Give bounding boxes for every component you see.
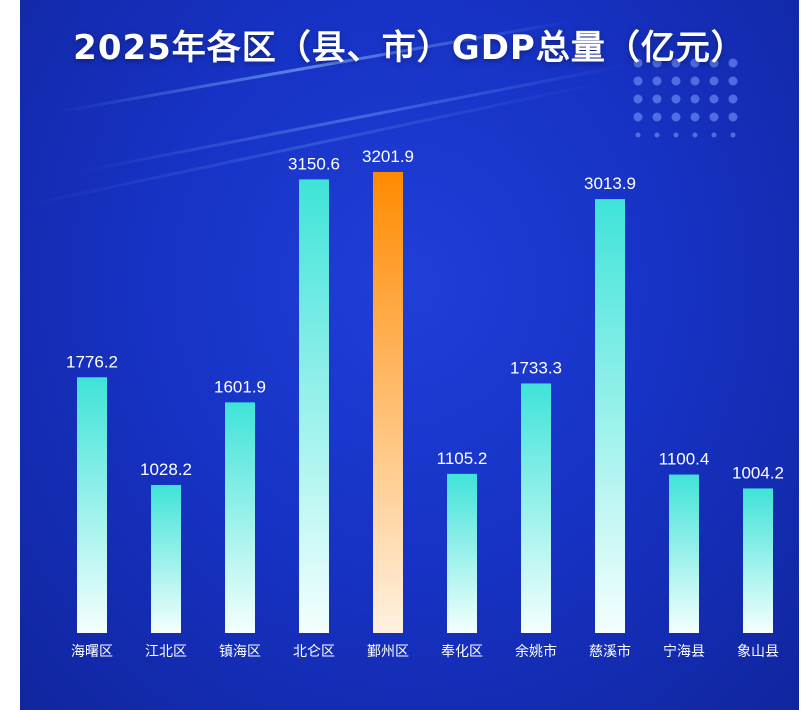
x-tick-label: 海曙区 xyxy=(71,644,113,660)
x-tick-label: 镇海区 xyxy=(219,644,261,660)
decor-dot xyxy=(654,132,660,138)
x-tick-label: 余姚市 xyxy=(515,643,557,660)
decor-dot xyxy=(692,132,698,138)
bar xyxy=(669,474,699,633)
bar-value-label: 1601.9 xyxy=(214,377,266,396)
decor-dot xyxy=(709,58,719,68)
decor-dot xyxy=(690,76,700,86)
bar xyxy=(151,484,181,633)
bar xyxy=(521,383,551,633)
decor-dot xyxy=(633,112,643,122)
bar xyxy=(743,488,773,633)
decor-dot xyxy=(633,94,643,104)
bar-value-label: 1733.3 xyxy=(510,358,562,377)
decor-dot xyxy=(633,76,643,86)
x-tick-label: 象山县 xyxy=(737,644,779,660)
decor-dot xyxy=(709,112,719,122)
decor-dot xyxy=(673,132,679,138)
bar xyxy=(225,402,255,633)
bar xyxy=(299,179,329,633)
decor-dot xyxy=(652,76,662,86)
chart-title: 2025年各区（县、市）GDP总量（亿元） xyxy=(73,28,746,68)
x-tick-label: 宁海县 xyxy=(663,643,705,660)
bar xyxy=(447,473,477,633)
decor-dot xyxy=(709,76,719,86)
decor-dot xyxy=(730,132,736,138)
x-tick-label: 江北区 xyxy=(145,644,187,660)
decor-dot xyxy=(652,58,662,68)
decor-dot xyxy=(671,58,681,68)
decor-dot xyxy=(671,94,681,104)
decor-dot xyxy=(635,132,641,138)
x-tick-label: 慈溪市 xyxy=(589,643,631,660)
bar-value-label: 1105.2 xyxy=(437,449,488,468)
decor-dot-grid xyxy=(633,58,738,138)
decor-dot xyxy=(652,94,662,104)
bar-value-label: 3201.9 xyxy=(362,147,414,166)
bar xyxy=(373,172,403,633)
decor-dot xyxy=(690,94,700,104)
bar xyxy=(595,199,625,633)
x-tick-label: 北仑区 xyxy=(293,644,335,660)
decor-dot xyxy=(690,112,700,122)
bar-chart: 1776.2 海曙区 1028.2 江北区 1601.9 镇海区 3150.6 北仑区 3201… xyxy=(66,147,784,660)
decor-dot xyxy=(728,112,738,122)
decor-dot xyxy=(652,112,662,122)
decor-dot xyxy=(711,132,717,138)
bar-value-label: 3150.6 xyxy=(288,154,340,173)
decor-dot xyxy=(633,58,643,68)
decor-dot xyxy=(728,76,738,86)
bar-value-label: 3013.9 xyxy=(584,174,636,193)
decor-dot xyxy=(671,76,681,86)
decor-dot xyxy=(671,112,681,122)
bar-value-label: 1776.2 xyxy=(66,352,118,371)
decor-dot xyxy=(709,94,719,104)
bar-value-label: 1028.2 xyxy=(140,460,192,479)
x-tick-label: 鄞州区 xyxy=(367,644,409,660)
decor-dot xyxy=(728,58,738,68)
x-tick-label: 奉化区 xyxy=(441,644,483,660)
decor-dot xyxy=(690,58,700,68)
bar-value-label: 1100.4 xyxy=(659,450,710,469)
bar xyxy=(77,377,107,633)
bar-value-label: 1004.2 xyxy=(732,463,784,482)
decor-dot xyxy=(728,94,738,104)
chart-canvas: 2025年各区（县、市）GDP总量（亿元） 1776.2 海曙区 1028.2 江北区… xyxy=(20,0,799,710)
